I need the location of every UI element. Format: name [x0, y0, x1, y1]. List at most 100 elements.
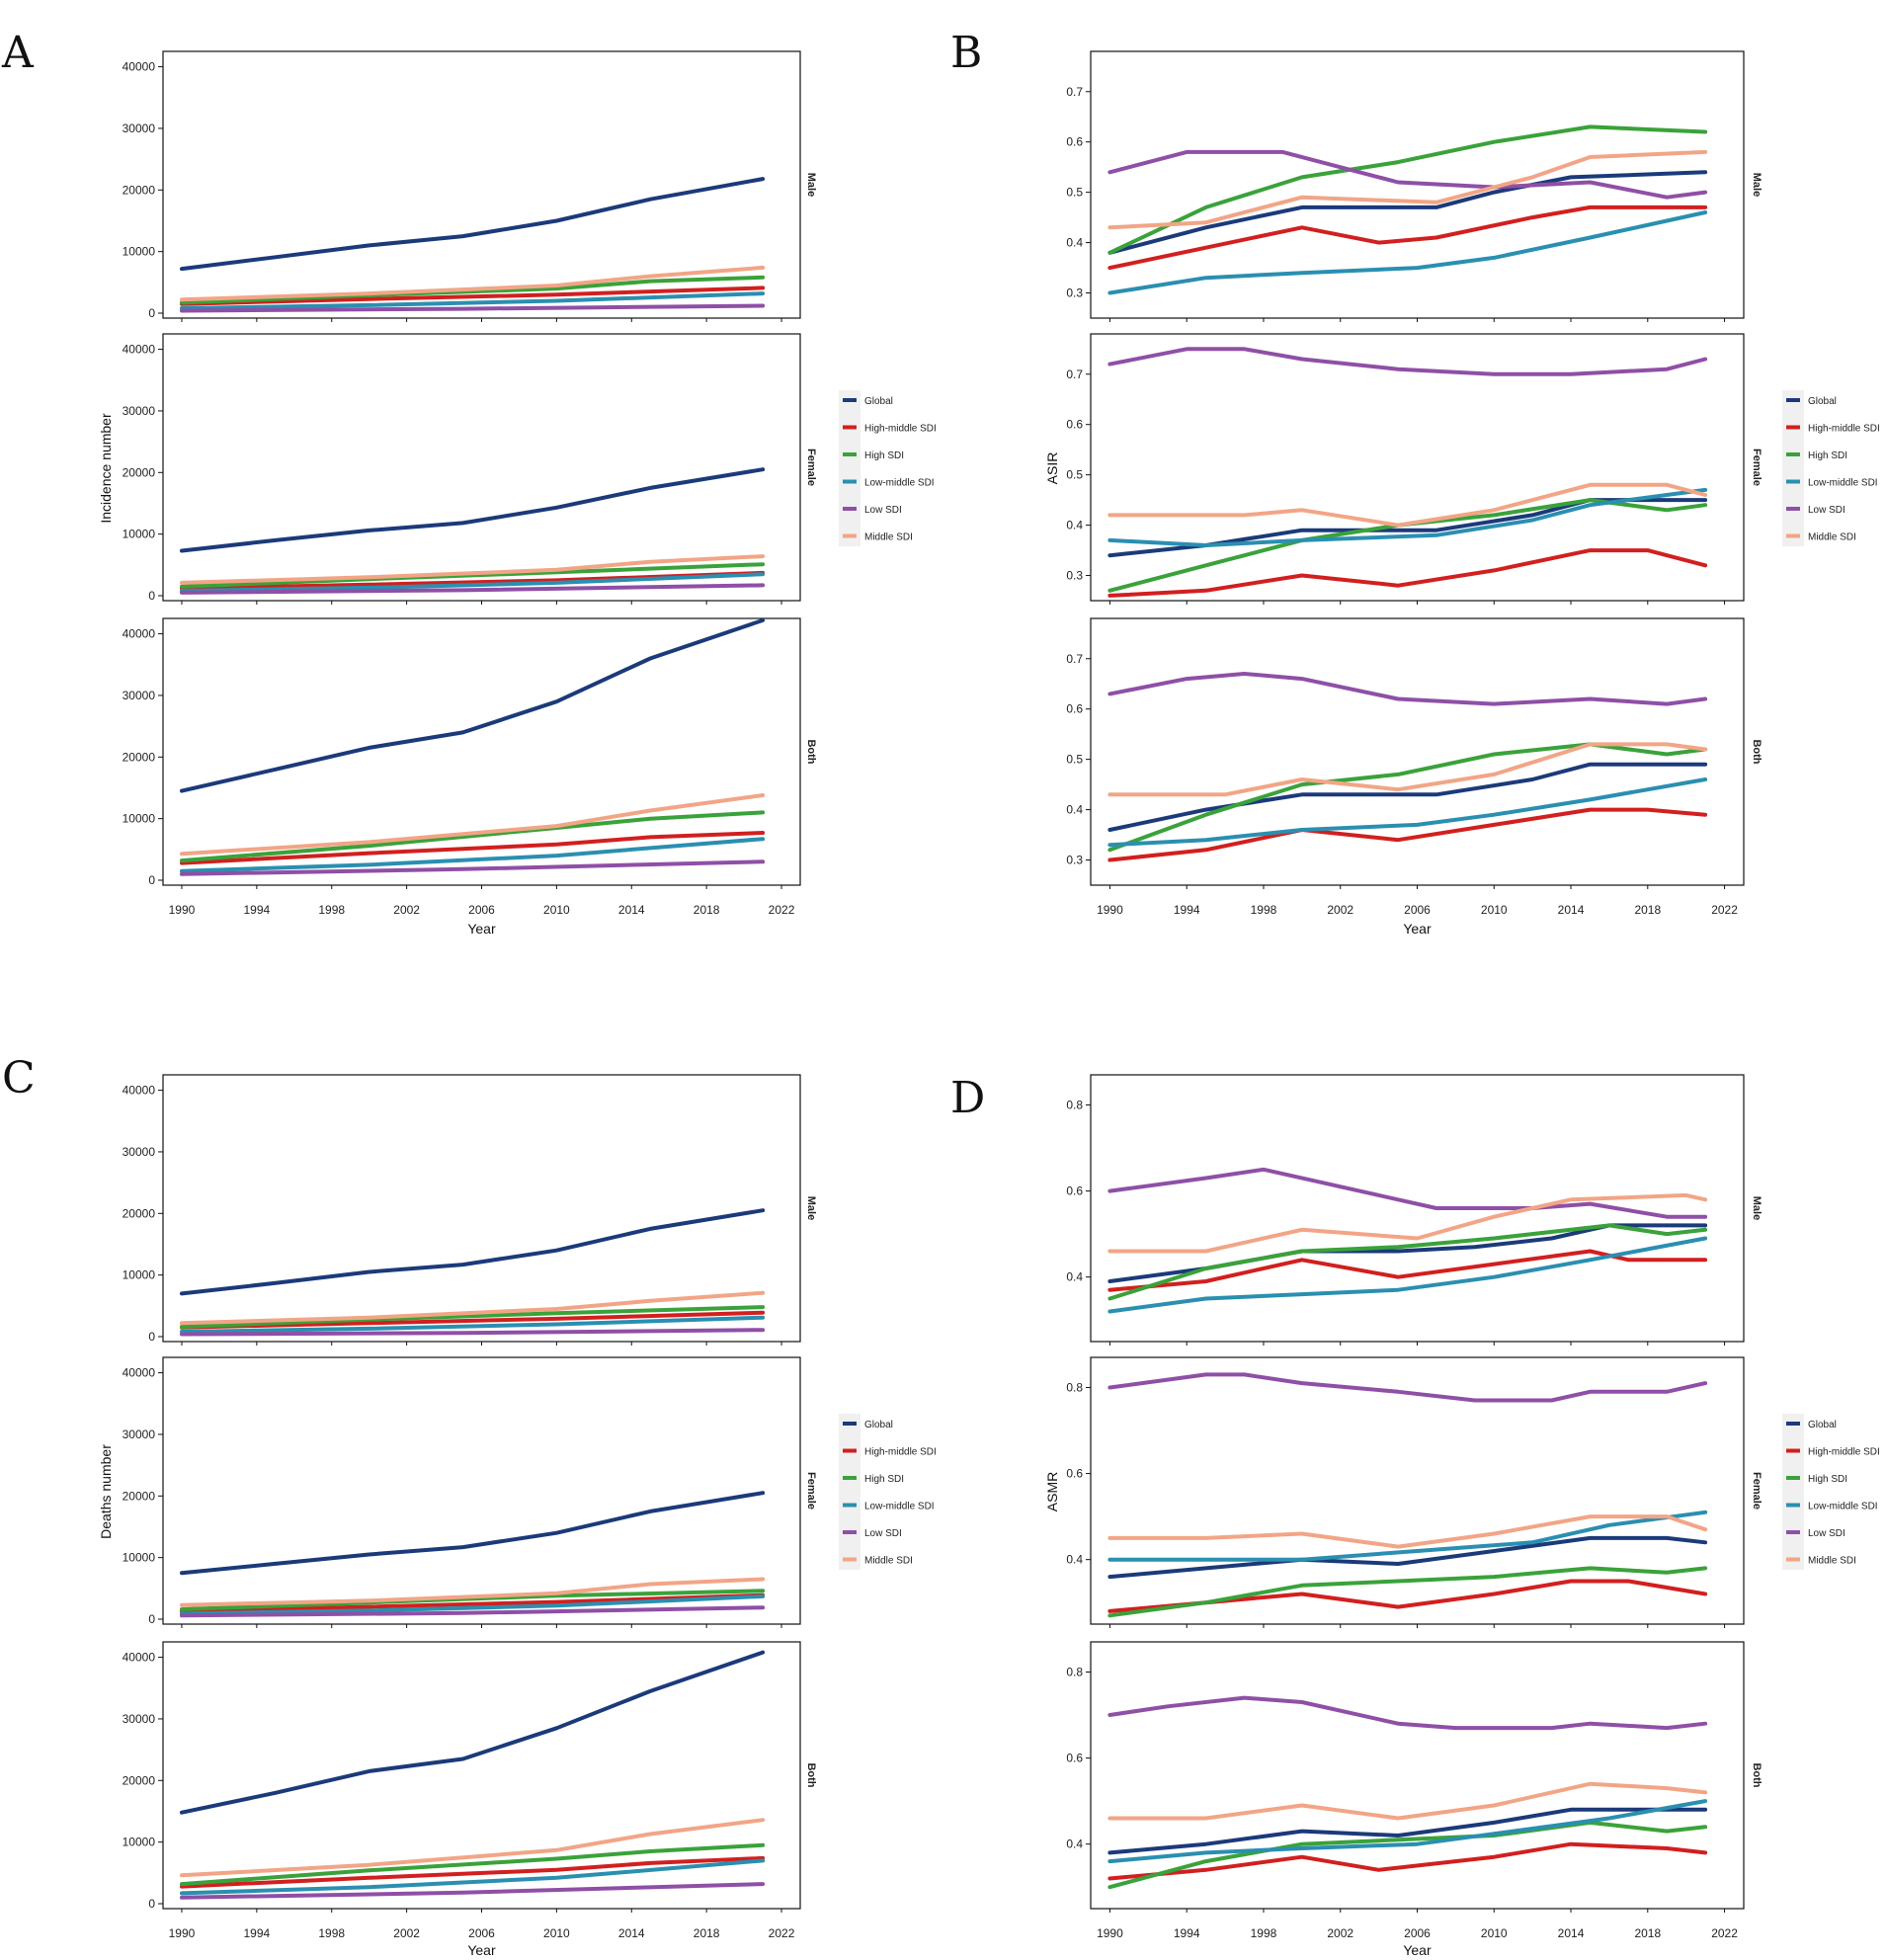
- x-tick-label: 2002: [393, 903, 420, 917]
- series-line-low-middle-sdi: [180, 1315, 766, 1334]
- y-tick-label: 0.8: [1066, 1665, 1083, 1678]
- y-tick-label: 0.7: [1066, 368, 1083, 381]
- plot-frame: [1090, 1074, 1745, 1343]
- y-tick-label: 0: [148, 1330, 155, 1344]
- legend: Global High-middle SDI High SDI Low-middle …: [839, 1414, 937, 1570]
- x-tick-label: 2014: [618, 903, 645, 917]
- series-line-global: [180, 617, 766, 793]
- y-tick-label: 40000: [123, 1084, 156, 1098]
- y-tick-label: 10000: [123, 1836, 156, 1849]
- legend-label: High SDI: [1808, 1474, 1847, 1485]
- facet-strip-label: Female: [1751, 449, 1762, 486]
- legend-label: Global: [864, 396, 893, 407]
- facet-female: Female 0 10000 20000 30000 40000: [123, 333, 817, 605]
- y-tick-label: 30000: [123, 404, 156, 418]
- y-tick-label: 0.4: [1066, 1838, 1083, 1851]
- y-tick-label: 0: [148, 873, 155, 887]
- legend-label: High-middle SDI: [864, 424, 937, 435]
- y-tick-label: 40000: [123, 60, 156, 74]
- facet-strip-label: Male: [1751, 1196, 1762, 1220]
- x-axis-title: Year: [467, 921, 496, 937]
- panel-c: C Male 0 10000 20000 30000 40000 Female 0 10000 20…: [2, 1053, 937, 1958]
- series-line-low-sdi: [1107, 1372, 1708, 1403]
- series-line-global: [1107, 1535, 1708, 1580]
- legend-label: High SDI: [1808, 450, 1847, 461]
- x-tick-label: 1998: [318, 903, 345, 917]
- series-line-low-sdi: [1107, 1695, 1708, 1731]
- facet-strip-label: Female: [1751, 1472, 1762, 1510]
- series-line-high-middle-sdi: [180, 1310, 766, 1330]
- series-line-middle-sdi: [1107, 482, 1708, 528]
- y-tick-label: 0.6: [1066, 702, 1083, 716]
- series-line-middle-sdi: [180, 554, 766, 585]
- y-tick-label: 10000: [123, 245, 156, 259]
- x-tick-label: 2002: [1327, 1926, 1353, 1940]
- legend: Global High-middle SDI High SDI Low-middle …: [1782, 1414, 1880, 1570]
- legend-label: High SDI: [864, 450, 904, 461]
- legend-key-background: [839, 1414, 861, 1570]
- series-line-middle-sdi: [1107, 1781, 1708, 1821]
- y-tick-label: 0.4: [1066, 1270, 1083, 1284]
- x-tick-label: 2010: [1481, 903, 1508, 917]
- x-tick-label: 2010: [543, 1926, 570, 1940]
- plot-frame: [162, 1641, 801, 1910]
- panel-letter: A: [1, 28, 35, 78]
- legend-label: Low-middle SDI: [1808, 478, 1878, 489]
- y-tick-label: 0.3: [1066, 854, 1083, 867]
- y-tick-label: 0.7: [1066, 85, 1083, 99]
- y-tick-label: 0.3: [1066, 286, 1083, 300]
- legend-label: Low-middle SDI: [1808, 1502, 1878, 1512]
- series-line-low-sdi: [180, 583, 766, 595]
- facet-male: Male 0 10000 20000 30000 40000: [123, 1074, 817, 1346]
- legend-label: Middle SDI: [1808, 532, 1856, 543]
- series-line-high-sdi: [180, 1305, 766, 1329]
- legend-key-background: [839, 390, 861, 546]
- x-tick-label: 1998: [1251, 903, 1277, 917]
- y-tick-label: 30000: [123, 1428, 156, 1441]
- y-tick-label: 20000: [123, 1206, 156, 1220]
- legend-label: Low-middle SDI: [864, 1502, 935, 1512]
- legend-label: High-middle SDI: [864, 1447, 937, 1458]
- series-line-low-middle-sdi: [1107, 1236, 1708, 1314]
- x-tick-label: 1990: [169, 903, 196, 917]
- legend-label: Middle SDI: [864, 532, 913, 543]
- series-line-middle-sdi: [1107, 742, 1708, 797]
- y-tick-label: 0.5: [1066, 753, 1083, 767]
- x-tick-label: 2018: [1634, 903, 1661, 917]
- series-line-low-middle-sdi: [180, 572, 766, 593]
- panel-d: D Male 0.4 0.6 0.8 Female 0.4 0.6 0.8 Both 0.4 0.6 0…: [950, 1073, 1880, 1958]
- series-line-global: [180, 177, 766, 272]
- series-line-high-middle-sdi: [1107, 807, 1708, 862]
- x-axis-title: Year: [1403, 921, 1432, 937]
- facet-strip-label: Both: [1751, 1762, 1762, 1787]
- series-line-high-middle-sdi: [1107, 1841, 1708, 1881]
- series-line-low-middle-sdi: [180, 1858, 766, 1896]
- series-line-low-middle-sdi: [180, 1593, 766, 1616]
- series-line-high-sdi: [180, 562, 766, 589]
- legend-key-background: [1782, 1414, 1804, 1570]
- legend-label: Global: [1808, 1420, 1837, 1430]
- y-tick-label: 10000: [123, 1268, 156, 1282]
- series-line-high-middle-sdi: [180, 1592, 766, 1613]
- facet-female: Female 0.3 0.4 0.5 0.6 0.7: [1066, 333, 1762, 605]
- series-line-high-sdi: [1107, 1820, 1708, 1890]
- y-tick-label: 30000: [123, 1712, 156, 1726]
- y-axis-title: Incidence number: [98, 413, 114, 524]
- series-line-low-sdi: [180, 859, 766, 876]
- y-tick-label: 0.4: [1066, 803, 1083, 817]
- series-line-middle-sdi: [180, 1818, 766, 1878]
- y-tick-label: 40000: [123, 1366, 156, 1380]
- x-tick-label: 1990: [169, 1926, 196, 1940]
- x-tick-label: 2014: [618, 1926, 645, 1940]
- series-line-middle-sdi: [180, 1577, 766, 1607]
- legend-label: High SDI: [864, 1474, 904, 1485]
- y-tick-label: 10000: [123, 528, 156, 541]
- series-line-low-middle-sdi: [1107, 1510, 1708, 1562]
- legend-label: Low SDI: [864, 505, 902, 516]
- facet-male: Male 0.4 0.6 0.8: [1066, 1074, 1762, 1346]
- series-line-high-sdi: [180, 275, 766, 305]
- y-tick-label: 0: [148, 1612, 155, 1626]
- panel-b: B Male 0.3 0.4 0.5 0.6 0.7 Female 0.3 0.4 0.5 0.6 0.…: [950, 28, 1880, 937]
- series-line-low-middle-sdi: [1107, 777, 1708, 848]
